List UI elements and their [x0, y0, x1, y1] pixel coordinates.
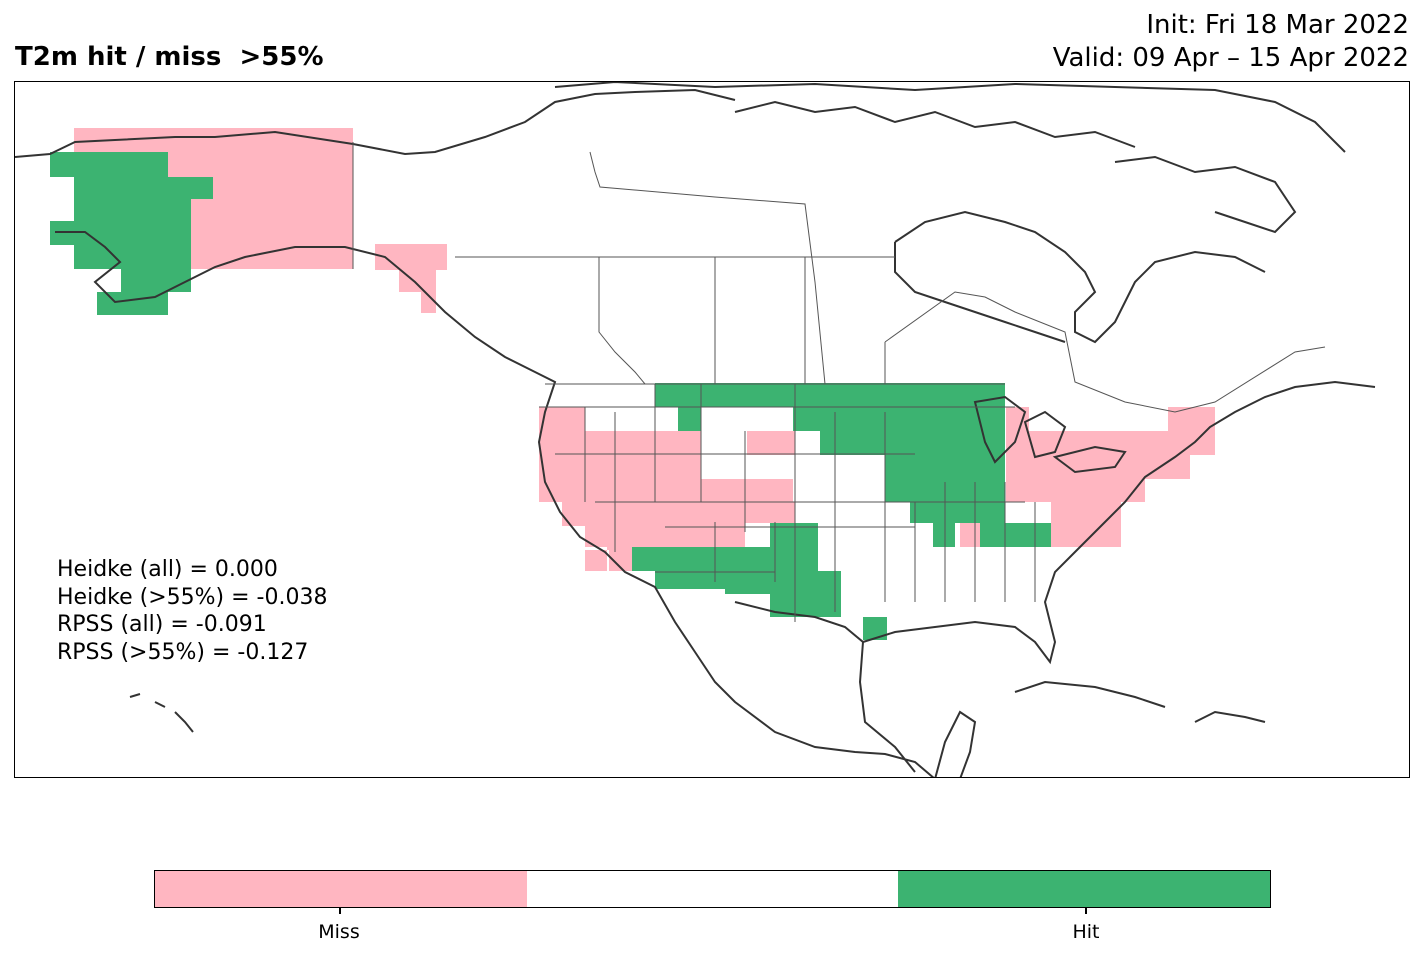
colorbar-label-hit: Hit	[1072, 921, 1100, 943]
score-heidke-all: Heidke (all) = 0.000	[57, 557, 278, 582]
colorbar-hit-segment	[898, 871, 1271, 907]
colorbar-neutral-segment	[526, 871, 899, 907]
neutral-regions	[701, 431, 885, 523]
skill-scores: Heidke (all) = 0.000 Heidke (>55%) = -0.…	[57, 556, 327, 666]
score-rpss-55: RPSS (>55%) = -0.127	[57, 639, 309, 665]
borders	[352, 142, 1326, 622]
map-canvas	[15, 82, 1376, 777]
colorbar-miss-segment	[155, 871, 527, 907]
hit-regions	[50, 152, 1051, 640]
miss-regions	[74, 128, 1215, 571]
score-rpss-all: RPSS (all) = -0.091	[57, 612, 267, 637]
init-date: Init: Fri 18 Mar 2022	[1146, 10, 1409, 40]
valid-period: Valid: 09 Apr – 15 Apr 2022	[1052, 43, 1409, 73]
map-panel	[14, 81, 1410, 778]
coastlines	[15, 82, 1376, 777]
colorbar-label-miss: Miss	[318, 921, 360, 943]
map-title: T2m hit / miss >55%	[15, 42, 324, 72]
colorbar-tick-miss	[339, 908, 341, 914]
colorbar-tick-hit	[1085, 908, 1087, 914]
score-heidke-55: Heidke (>55%) = -0.038	[57, 584, 328, 610]
colorbar	[154, 870, 1271, 908]
